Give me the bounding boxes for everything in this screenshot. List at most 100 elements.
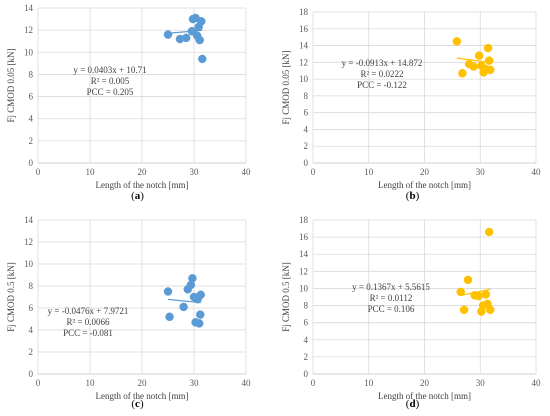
y-tick-label: 0 — [29, 158, 34, 168]
y-tick-label: 4 — [29, 325, 34, 335]
y-tick-label: 18 — [299, 7, 309, 17]
y-tick-label: 12 — [299, 266, 308, 276]
y-axis-title: Fj CMOD 0.5 [kN] — [281, 262, 291, 332]
y-tick-label: 6 — [29, 92, 34, 102]
data-point — [198, 54, 207, 64]
y-tick-label: 10 — [299, 283, 309, 293]
y-tick-label: 8 — [29, 281, 34, 291]
x-tick-label: 0 — [36, 378, 41, 388]
trendline-equation: y = 0.0403x + 10.71 — [73, 65, 146, 75]
y-axis-title: Fj CMOD 0.5 [kN] — [6, 262, 16, 332]
caption-b: (b) — [405, 190, 420, 202]
x-tick-label: 0 — [36, 167, 41, 177]
x-tick-label: 40 — [532, 378, 542, 388]
trendline — [167, 29, 203, 34]
x-tick-label: 40 — [532, 167, 542, 177]
gridlines — [37, 219, 247, 375]
gridlines — [312, 11, 537, 164]
x-tick-label: 30 — [476, 167, 486, 177]
data-point — [195, 310, 205, 319]
data-point — [452, 37, 462, 46]
y-tick-label: 4 — [304, 124, 309, 134]
x-tick-label: 10 — [364, 167, 374, 177]
data-point — [195, 35, 204, 45]
chart-panel-c: 0 2 4 6 8 10 12 14 0 10 20 30 40 Length of the notch … — [0, 208, 275, 416]
trendline-equation: PCC = 0.205 — [87, 87, 134, 97]
trendline-equation: PCC = -0.122 — [357, 80, 407, 90]
trendline-equation: y = 0.1367x + 5.5615 — [352, 282, 430, 292]
chart-panel-a: 0 2 4 6 8 10 12 14 0 10 20 30 40 Length of the notch … — [0, 0, 275, 208]
y-tick-label: 8 — [29, 69, 34, 79]
y-tick-label: 10 — [24, 259, 34, 269]
x-tick-label: 10 — [86, 378, 96, 388]
y-tick-label: 4 — [304, 335, 309, 345]
y-axis-title: Fj CMOD 0.05 [kN] — [281, 50, 291, 124]
trendline-equation: y = -0.0476x + 7.9721 — [48, 306, 129, 316]
x-axis-title: Length of the notch [mm] — [378, 391, 471, 401]
y-tick-label: 8 — [304, 91, 309, 101]
y-tick-label: 0 — [304, 369, 309, 379]
y-tick-label: 6 — [304, 318, 309, 328]
y-tick-label: 8 — [304, 301, 309, 311]
data-point — [474, 291, 483, 301]
y-tick-label: 6 — [304, 108, 309, 118]
data-point — [163, 30, 173, 39]
y-tick-label: 12 — [299, 57, 308, 67]
data-point — [456, 287, 465, 297]
data-point — [188, 274, 197, 283]
y-tick-label: 18 — [299, 215, 309, 225]
scatter-plot-b: 0 2 4 6 8 10 12 14 16 18 0 10 20 30 40 Length of the no… — [281, 7, 542, 190]
data-point — [483, 43, 493, 53]
data-point — [196, 290, 206, 300]
caption-d: (d) — [405, 398, 420, 410]
trendline-equation: R² = 0.0222 — [360, 69, 403, 79]
data-point — [469, 62, 478, 71]
y-tick-label: 14 — [299, 41, 309, 51]
scatter-plot-c: 0 2 4 6 8 10 12 14 0 10 20 30 40 Length of the notch … — [6, 215, 252, 401]
y-tick-label: 16 — [299, 232, 309, 242]
trendline-equation: R² = 0.0112 — [370, 293, 413, 303]
trendline-equation: PCC = -0.081 — [63, 328, 113, 338]
y-tick-label: 2 — [29, 136, 34, 146]
x-tick-label: 40 — [242, 378, 252, 388]
data-point — [484, 56, 494, 65]
x-tick-label: 30 — [190, 378, 200, 388]
chart-panel-b: 0 2 4 6 8 10 12 14 16 18 0 10 20 30 40 Length of the no… — [275, 0, 550, 208]
trendline-equation: R² = 0.0066 — [66, 317, 110, 327]
y-tick-label: 0 — [304, 158, 309, 168]
y-tick-label: 12 — [24, 25, 33, 35]
data-point — [486, 65, 495, 75]
x-tick-label: 30 — [190, 167, 200, 177]
y-tick-label: 10 — [24, 47, 34, 57]
caption-c: (c) — [131, 398, 144, 410]
y-tick-label: 14 — [24, 3, 34, 13]
x-tick-label: 30 — [476, 378, 486, 388]
y-tick-label: 16 — [299, 24, 309, 34]
y-tick-label: 10 — [299, 74, 309, 84]
chart-panel-d: 0 2 4 6 8 10 12 14 16 18 0 10 20 30 40 Length of the no… — [275, 208, 550, 416]
data-point — [481, 290, 491, 299]
y-tick-label: 0 — [29, 369, 34, 379]
data-point — [194, 319, 204, 328]
y-tick-label: 12 — [24, 237, 33, 247]
y-tick-label: 2 — [29, 347, 34, 357]
y-tick-label: 2 — [304, 352, 309, 362]
x-tick-label: 40 — [242, 167, 252, 177]
y-tick-label: 14 — [24, 215, 34, 225]
data-point — [459, 305, 469, 315]
data-point — [458, 68, 467, 78]
data-point — [165, 312, 174, 322]
trendline-equation: R² = 0.005 — [91, 76, 130, 86]
x-tick-label: 20 — [138, 378, 148, 388]
y-tick-label: 4 — [29, 114, 34, 124]
data-point — [486, 305, 495, 315]
data-point — [197, 17, 206, 26]
data-point — [463, 275, 473, 285]
caption-a: (a) — [131, 190, 144, 202]
x-tick-label: 20 — [420, 167, 430, 177]
y-tick-label: 14 — [299, 249, 309, 259]
data-point — [474, 51, 484, 60]
y-tick-label: 2 — [304, 141, 309, 151]
gridlines — [37, 7, 247, 164]
data-point — [163, 287, 173, 296]
